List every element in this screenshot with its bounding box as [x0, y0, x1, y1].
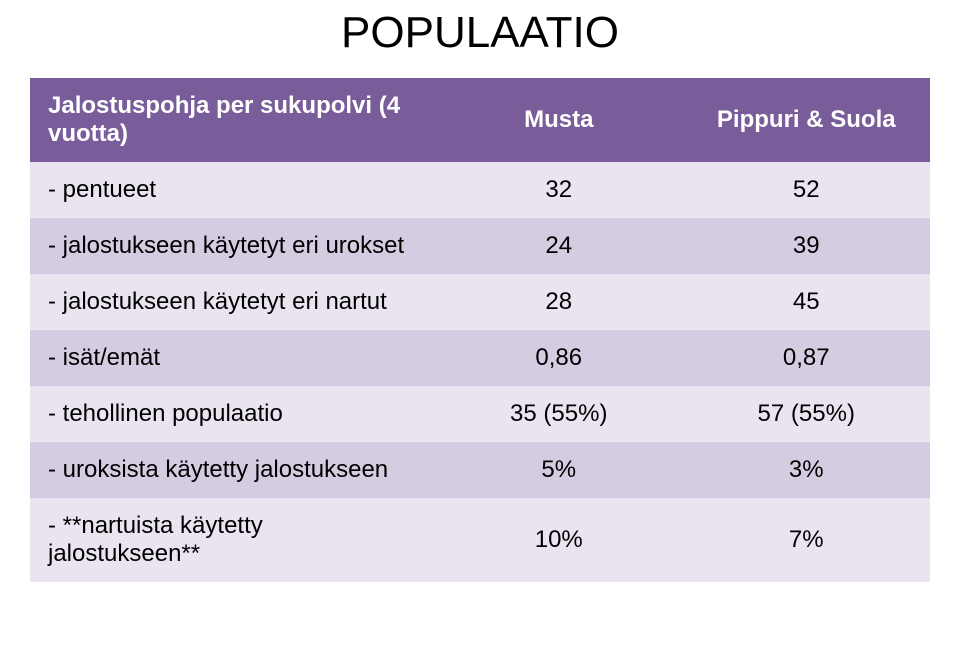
- page-title: POPULAATIO: [0, 8, 960, 58]
- row-value: 0,86: [435, 330, 683, 386]
- row-value: 10%: [435, 498, 683, 582]
- row-value: 28: [435, 274, 683, 330]
- table-header-row: Jalostuspohja per sukupolvi (4 vuotta) M…: [30, 78, 930, 162]
- row-value: 32: [435, 162, 683, 218]
- row-label: - isät/emät: [30, 330, 435, 386]
- table-row: - jalostukseen käytetyt eri nartut 28 45: [30, 274, 930, 330]
- table-row: - jalostukseen käytetyt eri urokset 24 3…: [30, 218, 930, 274]
- row-value: 45: [683, 274, 931, 330]
- row-value: 24: [435, 218, 683, 274]
- row-label: - tehollinen populaatio: [30, 386, 435, 442]
- table-row: - isät/emät 0,86 0,87: [30, 330, 930, 386]
- row-value: 0,87: [683, 330, 931, 386]
- row-value: 52: [683, 162, 931, 218]
- row-value: 57 (55%): [683, 386, 931, 442]
- table-row: - **nartuista käytetty jalostukseen** 10…: [30, 498, 930, 582]
- row-value: 35 (55%): [435, 386, 683, 442]
- table-row: - uroksista käytetty jalostukseen 5% 3%: [30, 442, 930, 498]
- col-header-2: Pippuri & Suola: [683, 78, 931, 162]
- col-header-0: Jalostuspohja per sukupolvi (4 vuotta): [30, 78, 435, 162]
- row-label: - jalostukseen käytetyt eri nartut: [30, 274, 435, 330]
- population-table-wrap: Jalostuspohja per sukupolvi (4 vuotta) M…: [30, 78, 930, 582]
- table-row: - tehollinen populaatio 35 (55%) 57 (55%…: [30, 386, 930, 442]
- row-value: 3%: [683, 442, 931, 498]
- row-value: 39: [683, 218, 931, 274]
- table-row: - pentueet 32 52: [30, 162, 930, 218]
- row-value: 5%: [435, 442, 683, 498]
- row-label: - uroksista käytetty jalostukseen: [30, 442, 435, 498]
- row-value: 7%: [683, 498, 931, 582]
- col-header-1: Musta: [435, 78, 683, 162]
- row-label: - pentueet: [30, 162, 435, 218]
- population-table: Jalostuspohja per sukupolvi (4 vuotta) M…: [30, 78, 930, 582]
- row-label: - **nartuista käytetty jalostukseen**: [30, 498, 435, 582]
- row-label: - jalostukseen käytetyt eri urokset: [30, 218, 435, 274]
